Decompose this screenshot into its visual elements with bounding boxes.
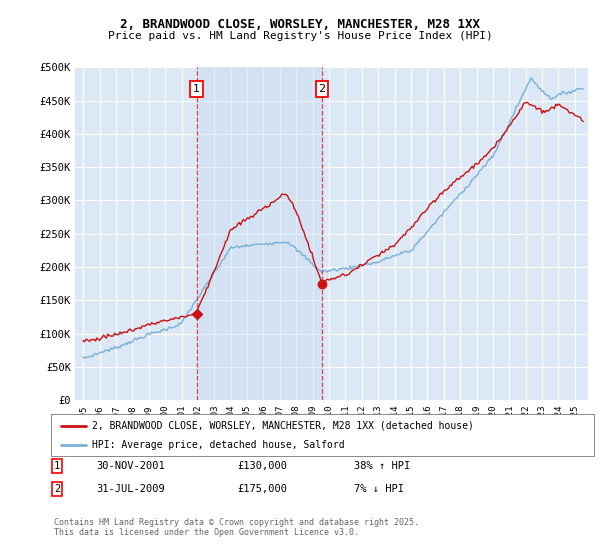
- Text: Contains HM Land Registry data © Crown copyright and database right 2025.
This d: Contains HM Land Registry data © Crown c…: [54, 518, 419, 538]
- Text: 2, BRANDWOOD CLOSE, WORSLEY, MANCHESTER, M28 1XX (detached house): 2, BRANDWOOD CLOSE, WORSLEY, MANCHESTER,…: [92, 421, 473, 431]
- Text: £175,000: £175,000: [237, 484, 287, 494]
- Text: 2: 2: [319, 84, 326, 94]
- Text: 1: 1: [54, 461, 60, 471]
- Text: £130,000: £130,000: [237, 461, 287, 471]
- Text: 2, BRANDWOOD CLOSE, WORSLEY, MANCHESTER, M28 1XX: 2, BRANDWOOD CLOSE, WORSLEY, MANCHESTER,…: [120, 18, 480, 31]
- Text: 30-NOV-2001: 30-NOV-2001: [96, 461, 165, 471]
- Text: 31-JUL-2009: 31-JUL-2009: [96, 484, 165, 494]
- Text: 2: 2: [54, 484, 60, 494]
- Text: 7% ↓ HPI: 7% ↓ HPI: [354, 484, 404, 494]
- Text: 1: 1: [193, 84, 200, 94]
- Text: Price paid vs. HM Land Registry's House Price Index (HPI): Price paid vs. HM Land Registry's House …: [107, 31, 493, 41]
- Text: HPI: Average price, detached house, Salford: HPI: Average price, detached house, Salf…: [92, 440, 344, 450]
- Text: 38% ↑ HPI: 38% ↑ HPI: [354, 461, 410, 471]
- Bar: [197, 67, 322, 400]
